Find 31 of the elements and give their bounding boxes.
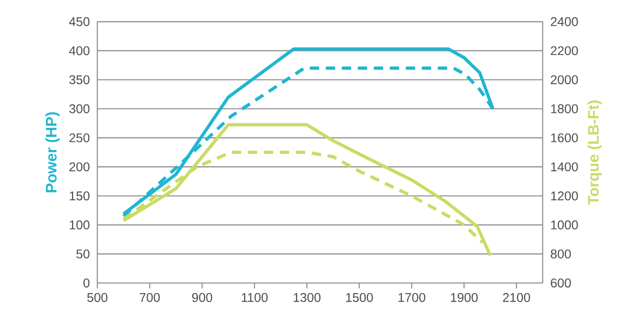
y-tick-label: 50	[76, 249, 90, 258]
y2-tick-label: 1600	[551, 133, 578, 142]
y-tick-label: 0	[83, 278, 90, 288]
y-tick-label: 400	[69, 46, 90, 56]
y2-axis-title: Torque (LB-Ft)	[588, 100, 602, 205]
y2-tick-label: 2200	[550, 46, 578, 56]
y2-tick-label: 1400	[551, 162, 578, 172]
y2-tick-label: 2400	[550, 17, 578, 26]
x-tick-label: 900	[192, 293, 212, 302]
y2-tick-label: 1800	[551, 104, 578, 114]
y2-tick-label: 2000	[550, 75, 578, 84]
y-tick-label: 150	[70, 191, 90, 200]
y-tick-label: 200	[69, 162, 90, 172]
x-tick-label: 1300	[294, 293, 320, 302]
x-tick-label: 700	[140, 293, 160, 302]
x-tick-label: 500	[87, 293, 108, 302]
y-tick-label: 250	[69, 133, 90, 142]
x-tick-label: 1100	[242, 293, 268, 302]
y-tick-label: 300	[69, 104, 90, 114]
y2-tick-label: 800	[550, 249, 571, 258]
y2-tick-label: 600	[550, 278, 571, 288]
y-tick-label: 450	[69, 17, 90, 26]
y-axis-title: Power (HP)	[45, 112, 60, 192]
y-tick-label: 350	[69, 75, 90, 84]
y2-tick-label: 1000	[551, 220, 578, 230]
x-tick-label: 1900	[450, 293, 478, 302]
x-tick-label: 1700	[398, 293, 426, 302]
y2-tick-label: 1200	[551, 191, 578, 200]
x-tick-label: 1500	[346, 293, 373, 302]
y-tick-label: 100	[70, 220, 90, 230]
x-tick-label: 2100	[503, 293, 530, 302]
